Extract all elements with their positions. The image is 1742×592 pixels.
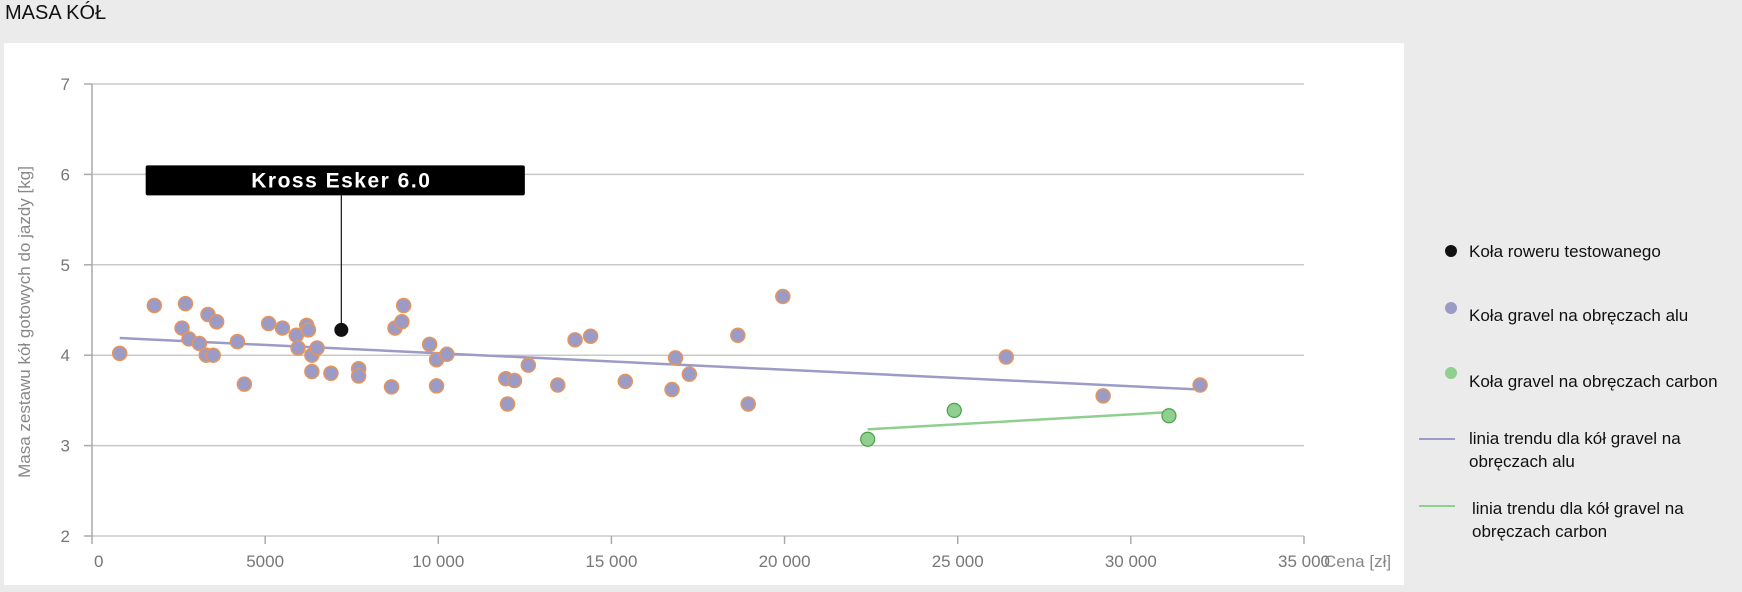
trendline-carbon <box>867 410 1170 431</box>
legend-label-trend-carbon-line2: obręczach carbon <box>1472 522 1608 541</box>
data-point-alu <box>323 365 339 382</box>
page-title: MASA KÓŁ <box>5 2 107 24</box>
data-point-alu <box>667 350 684 366</box>
y-tick-label: 7 <box>61 75 70 94</box>
x-tick-label: 35 000 <box>1278 552 1330 571</box>
data-point-alu <box>236 376 253 392</box>
legend-marker-tested <box>1445 245 1457 257</box>
x-tick-label: 30 000 <box>1105 552 1157 571</box>
x-tick-label: 10 000 <box>412 552 464 571</box>
data-point-alu <box>290 340 306 356</box>
data-point-alu <box>177 295 194 312</box>
data-point-alu <box>260 315 277 332</box>
scatter-chart: 2 3 4 5 6 7 0 5000 10 000 15 000 20 000 25 000 30 00… <box>15 75 1391 571</box>
data-point-alu <box>681 366 698 382</box>
data-point-alu <box>208 314 225 330</box>
x-tick-label: 0 <box>94 552 103 571</box>
x-tick-label: 20 000 <box>759 552 811 571</box>
x-axis-title: Cena [zł] <box>1324 552 1391 571</box>
data-point-alu <box>506 372 523 389</box>
x-tick-label: 5000 <box>246 552 284 571</box>
data-point-alu <box>520 357 537 373</box>
data-point-alu <box>350 368 367 384</box>
data-point-alu <box>146 297 163 314</box>
data-point-alu <box>775 288 791 305</box>
data-point-alu <box>1192 377 1208 393</box>
y-tick-label: 4 <box>61 346 70 365</box>
data-point-alu <box>664 381 680 398</box>
data-point-alu <box>300 322 317 338</box>
y-axis-title: Masa zestawu kół gotowych do jazdy [kg] <box>15 166 34 478</box>
data-point-alu <box>499 396 516 412</box>
data-point-alu <box>309 340 325 356</box>
data-point-alu <box>395 297 412 314</box>
data-point-alu <box>550 377 566 393</box>
data-point-carbon <box>946 402 962 418</box>
legend-label-alu: Koła gravel na obręczach alu <box>1469 306 1689 325</box>
callout-box <box>145 165 525 196</box>
legend-label-tested: Koła roweru testowanego <box>1469 242 1661 261</box>
y-tick-label: 5 <box>61 256 70 275</box>
legend-marker-alu <box>1445 302 1457 314</box>
chart-panel: 2 3 4 5 6 7 0 5000 10 000 15 000 20 000 25 000 30 00… <box>4 43 1404 585</box>
data-point-alu <box>421 336 438 353</box>
data-point-alu <box>740 396 756 412</box>
data-point-carbon <box>1161 408 1177 424</box>
data-point-tested <box>334 322 349 337</box>
data-point-alu <box>191 335 208 352</box>
data-point-alu <box>383 379 400 395</box>
data-point-alu <box>1095 388 1111 404</box>
legend-marker-trend-alu <box>1419 438 1455 440</box>
data-point-alu <box>111 345 128 362</box>
legend-marker-carbon <box>1445 367 1457 379</box>
data-point-alu <box>582 328 599 344</box>
data-point-carbon <box>860 431 876 447</box>
data-point-alu <box>428 378 445 394</box>
data-point-alu <box>617 373 634 390</box>
callout-label: Kross Esker 6.0 <box>251 169 431 192</box>
legend-label-carbon: Koła gravel na obręczach carbon <box>1469 372 1718 391</box>
legend-label-trend-carbon-line1: linia trendu dla kół gravel na <box>1472 499 1684 518</box>
y-tick-label: 6 <box>61 165 70 184</box>
data-point-alu <box>998 349 1014 365</box>
data-point-alu <box>394 314 410 330</box>
y-tick-label: 3 <box>61 437 70 456</box>
data-point-alu <box>567 332 583 348</box>
legend-label-trend-alu-line1: linia trendu dla kół gravel na <box>1469 429 1681 448</box>
data-point-alu <box>730 327 746 344</box>
data-point-alu <box>439 346 455 363</box>
y-tick-label: 2 <box>61 527 70 546</box>
data-point-alu <box>205 347 221 363</box>
data-point-alu <box>304 363 320 380</box>
x-tick-label: 25 000 <box>932 552 984 571</box>
data-point-alu <box>174 320 190 336</box>
data-point-alu <box>229 333 246 350</box>
trendline-alu <box>119 336 1201 391</box>
legend-marker-trend-carbon <box>1419 505 1455 507</box>
legend-label-trend-alu-line2: obręczach alu <box>1469 452 1575 471</box>
x-tick-label: 15 000 <box>585 552 637 571</box>
data-point-alu <box>274 320 291 336</box>
